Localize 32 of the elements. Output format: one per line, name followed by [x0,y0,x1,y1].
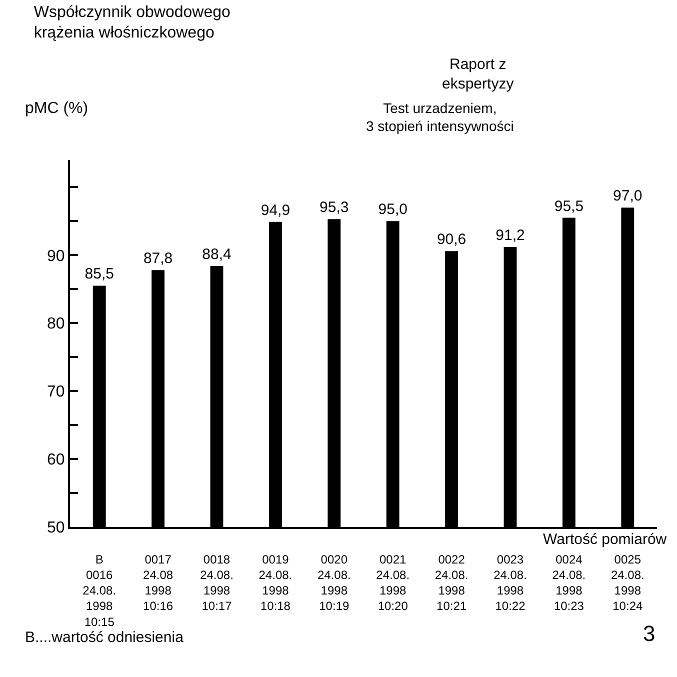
data-label: 97,0 [613,188,642,205]
x-tick-label: 0025 24.08. 1998 10:24 [610,552,644,614]
x-tick-label: 0024 24.08. 1998 10:23 [552,552,586,614]
y-tick-label: 60 [47,452,65,469]
data-label: 91,2 [496,226,525,244]
x-tick-label: 0017 24.08 1998 10:16 [143,552,174,614]
data-label: 95,5 [554,198,584,215]
data-label: 88,4 [202,246,232,264]
x-tick-label: 0019 24.08. 1998 10:18 [258,552,292,614]
y-tick-label: 90 [47,248,65,265]
y-tick-label: 80 [47,316,65,333]
x-tick-label: 0022 24.08. 1998 10:21 [434,552,468,614]
data-label: 87,8 [143,250,173,268]
y-tick-label: 70 [47,384,65,401]
data-label: 95,3 [320,199,349,216]
x-tick-label: 0018 24.08. 1998 10:17 [200,552,234,614]
data-label: 85,5 [84,266,114,283]
y-tick-label: 50 [47,520,65,537]
chart-title: Współczynnik obwodowego krążenia włośniczkowego [34,4,230,42]
y-axis-title: pMC (%) [25,100,88,117]
x-tick-label: 0023 24.08. 1998 10:22 [494,552,527,614]
data-label: 90,6 [436,231,466,248]
data-label: 94,9 [260,202,290,219]
x-tick-label: B 0016 24.08. 1998 10:15 [82,552,116,629]
x-tick-label: 0020 24.08. 1998 10:19 [317,552,351,614]
text: 3 [643,621,656,646]
x-axis-title: Wartość pomiarów [543,531,667,548]
data-label: 95,0 [378,201,408,218]
text: B....wartość odniesienia [25,629,184,646]
text: Test urzadzeniem, 3 stopień intensywności [366,100,514,134]
text: Raport z ekspertyzy [442,56,514,92]
x-tick-label: 0021 24.08. 1998 10:20 [376,552,410,614]
